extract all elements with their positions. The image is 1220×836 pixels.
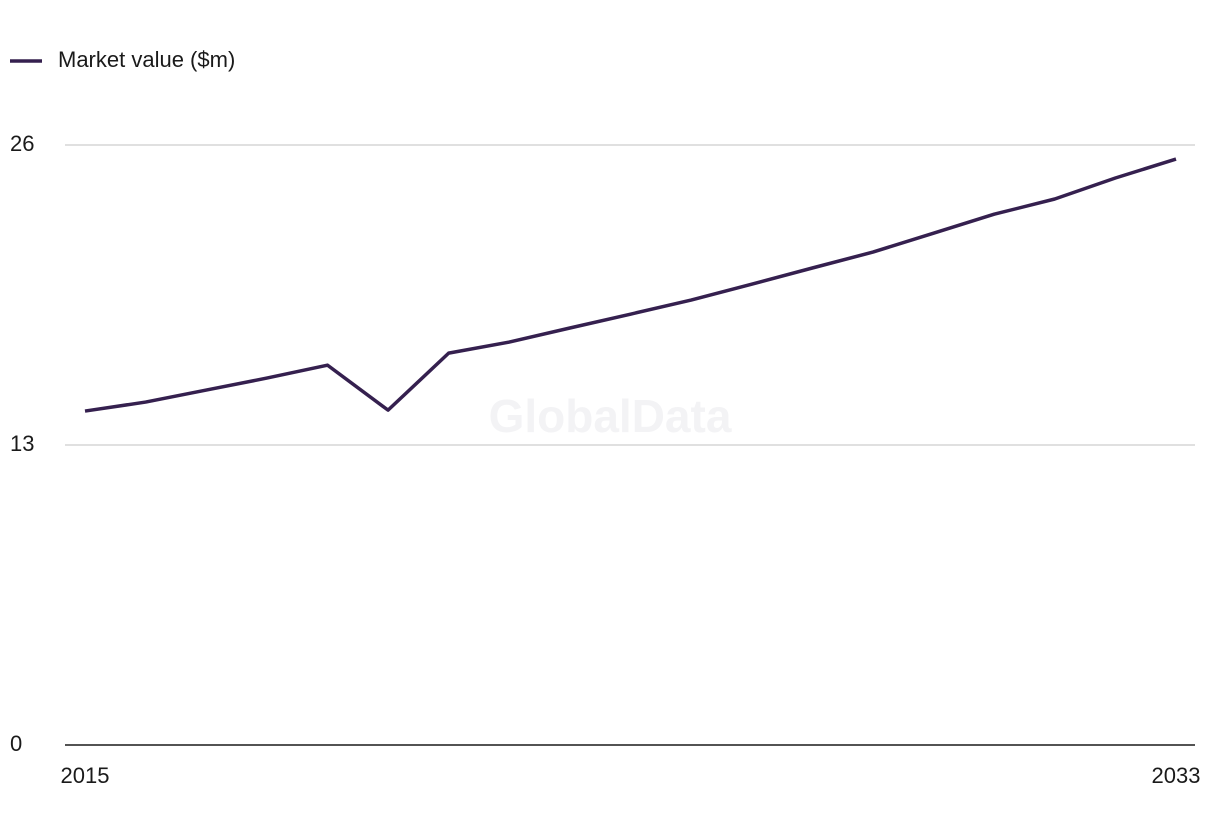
data-line: [84, 157, 1177, 413]
y-tick-label: 0: [10, 731, 22, 756]
watermark: GlobalData: [489, 390, 732, 442]
legend-label: Market value ($m): [58, 47, 235, 72]
x-tick-label: 2033: [1152, 763, 1201, 788]
y-tick-label: 13: [10, 431, 34, 456]
x-tick-label: 2015: [61, 763, 110, 788]
y-tick-label: 26: [10, 131, 34, 156]
